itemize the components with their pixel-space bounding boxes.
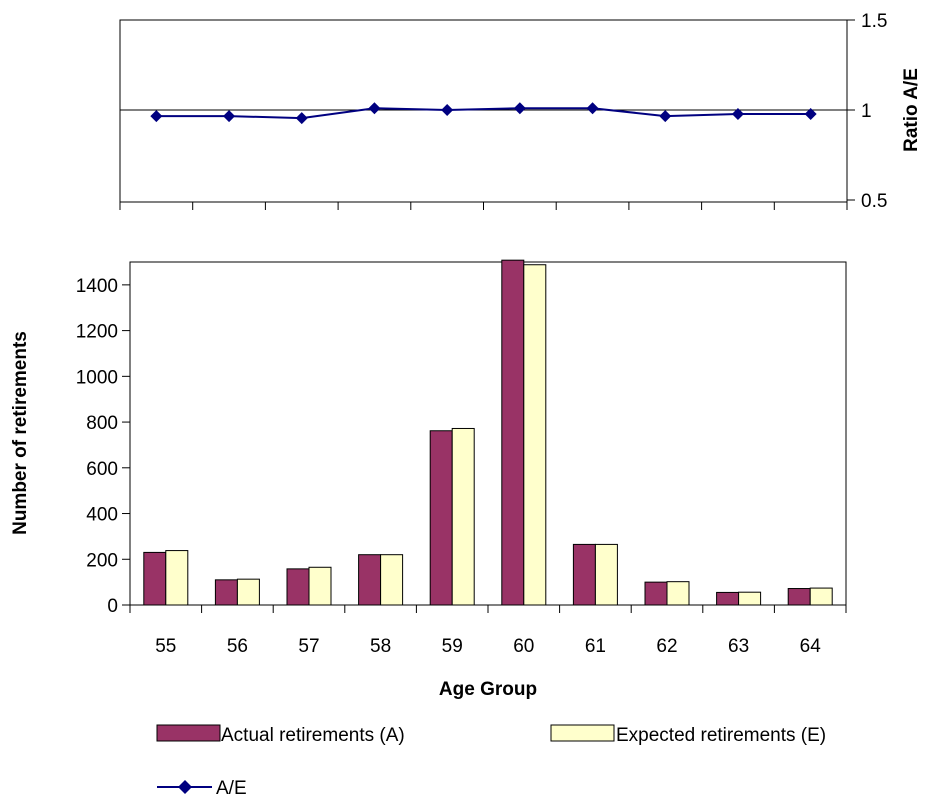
- ratio-plot-area: [119, 19, 848, 203]
- bar-actual-58: [358, 554, 382, 606]
- legend-item-expected: Expected retirements (E): [550, 724, 826, 746]
- x-tick-label: 59: [442, 636, 463, 657]
- legend-marker-ratio: [178, 780, 192, 794]
- legend-label-expected: Expected retirements (E): [616, 725, 826, 746]
- ratio-y-tick-label: 1: [861, 101, 872, 122]
- bar-series: [143, 259, 833, 606]
- y-axis-title: Number of retirements: [10, 331, 31, 535]
- bar-actual-60: [501, 259, 525, 606]
- ratio-x-ticks: [119, 202, 848, 210]
- ratio-series-line: [156, 107, 811, 120]
- y-tick-label: 1200: [76, 322, 118, 343]
- ratio-y-ticks: 0.5 1 1.5: [847, 11, 887, 212]
- bar-x-ticks: 55 56 57 58 59 60 61 62 63 64: [129, 605, 847, 657]
- bar-expected-60: [523, 264, 547, 606]
- bar-expected-64: [809, 587, 833, 606]
- bar-expected-62: [666, 581, 690, 606]
- y-tick-label: 200: [86, 550, 118, 571]
- ratio-axis-title: Ratio A/E: [901, 68, 922, 152]
- ratio-marker-60: [513, 102, 526, 115]
- ratio-marker-58: [368, 102, 381, 115]
- ratio-y-tick-label: 1.5: [861, 11, 887, 32]
- x-tick-label: 62: [656, 636, 677, 657]
- legend-item-ratio: A/E: [157, 778, 247, 798]
- legend-swatch-expected: [550, 724, 615, 742]
- ratio-markers: [150, 102, 817, 125]
- bar-y-ticks: 0 200 400 600 800 1000 1200 1400: [76, 276, 130, 617]
- bar-expected-56: [236, 578, 260, 606]
- bar-expected-58: [380, 554, 404, 606]
- x-tick-label: 64: [800, 636, 822, 657]
- y-tick-label: 0: [107, 596, 118, 617]
- legend-item-actual: Actual retirements (A): [156, 724, 405, 746]
- ratio-panel: 0.5 1 1.5 Ratio A/E: [119, 11, 922, 212]
- bar-actual-63: [716, 591, 740, 606]
- bar-actual-62: [644, 581, 668, 606]
- legend-label-actual: Actual retirements (A): [221, 725, 405, 746]
- x-tick-label: 58: [370, 636, 391, 657]
- ratio-marker-61: [586, 102, 599, 115]
- bar-expected-63: [738, 591, 762, 606]
- ratio-marker-64: [804, 107, 817, 120]
- bar-actual-61: [572, 543, 596, 606]
- bar-expected-61: [594, 543, 618, 606]
- legend: Actual retirements (A) Expected retireme…: [156, 724, 826, 798]
- ratio-marker-62: [659, 110, 672, 123]
- x-tick-label: 61: [585, 636, 606, 657]
- bar-panel: 0 200 400 600 800 1000 1200 1400 55 56 57 58 59 60 61…: [10, 259, 847, 700]
- x-tick-label: 56: [227, 636, 248, 657]
- bar-expected-57: [308, 566, 332, 606]
- bar-actual-64: [787, 588, 811, 606]
- x-tick-label: 60: [513, 636, 534, 657]
- y-tick-label: 1400: [76, 276, 118, 297]
- bar-expected-59: [451, 427, 475, 606]
- bar-actual-55: [143, 551, 167, 606]
- ratio-marker-59: [441, 104, 454, 116]
- ratio-marker-63: [731, 107, 744, 120]
- ratio-y-tick-label: 0.5: [861, 191, 887, 212]
- legend-swatch-actual: [156, 724, 221, 742]
- bar-actual-59: [429, 430, 453, 606]
- bar-expected-55: [165, 550, 189, 606]
- x-tick-label: 63: [728, 636, 749, 657]
- ratio-marker-55: [150, 110, 163, 123]
- bar-plot-area: [129, 261, 847, 606]
- y-tick-label: 400: [86, 505, 118, 526]
- x-tick-label: 57: [298, 636, 319, 657]
- ratio-marker-57: [295, 112, 308, 125]
- legend-label-ratio: A/E: [216, 778, 247, 798]
- bar-actual-57: [286, 568, 310, 606]
- y-tick-label: 800: [86, 413, 118, 434]
- ratio-marker-56: [223, 110, 236, 123]
- y-tick-label: 1000: [76, 367, 118, 388]
- y-tick-label: 600: [86, 459, 118, 480]
- x-axis-title: Age Group: [439, 679, 537, 700]
- x-tick-label: 55: [155, 636, 176, 657]
- bar-actual-56: [214, 579, 238, 606]
